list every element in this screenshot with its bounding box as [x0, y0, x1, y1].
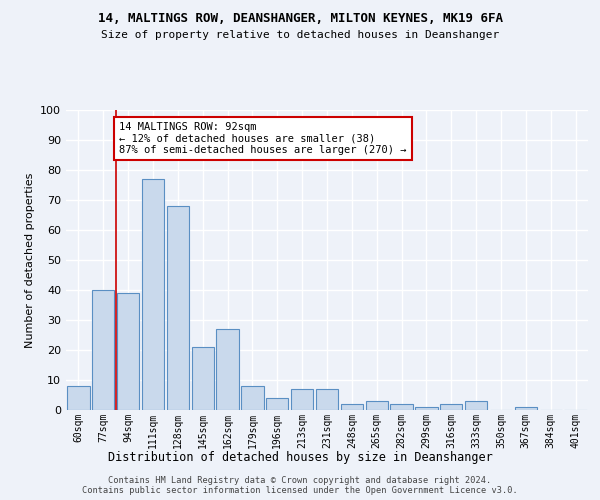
- Bar: [316, 389, 338, 410]
- Text: 14, MALTINGS ROW, DEANSHANGER, MILTON KEYNES, MK19 6FA: 14, MALTINGS ROW, DEANSHANGER, MILTON KE…: [97, 12, 503, 26]
- Bar: [266, 398, 289, 410]
- Bar: [142, 179, 164, 410]
- Bar: [241, 386, 263, 410]
- Bar: [191, 347, 214, 410]
- Bar: [391, 404, 413, 410]
- Bar: [92, 290, 115, 410]
- Bar: [341, 404, 363, 410]
- Bar: [217, 329, 239, 410]
- Text: Contains HM Land Registry data © Crown copyright and database right 2024.
Contai: Contains HM Land Registry data © Crown c…: [82, 476, 518, 495]
- Bar: [365, 401, 388, 410]
- Text: Size of property relative to detached houses in Deanshanger: Size of property relative to detached ho…: [101, 30, 499, 40]
- Bar: [440, 404, 463, 410]
- Bar: [291, 389, 313, 410]
- Bar: [465, 401, 487, 410]
- Text: 14 MALTINGS ROW: 92sqm
← 12% of detached houses are smaller (38)
87% of semi-det: 14 MALTINGS ROW: 92sqm ← 12% of detached…: [119, 122, 407, 155]
- Bar: [515, 407, 537, 410]
- Bar: [67, 386, 89, 410]
- Bar: [117, 293, 139, 410]
- Y-axis label: Number of detached properties: Number of detached properties: [25, 172, 35, 348]
- Bar: [415, 407, 437, 410]
- Bar: [167, 206, 189, 410]
- Text: Distribution of detached houses by size in Deanshanger: Distribution of detached houses by size …: [107, 451, 493, 464]
